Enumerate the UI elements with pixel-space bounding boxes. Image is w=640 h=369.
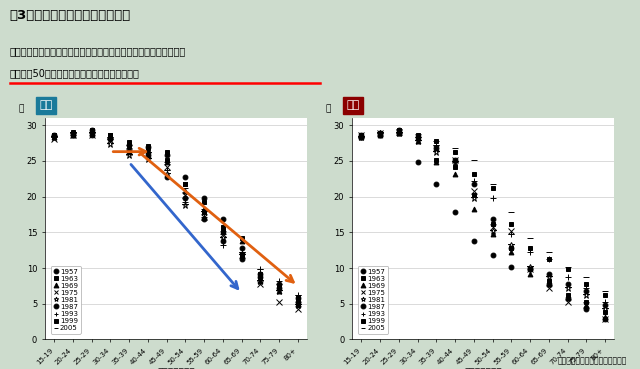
Text: 図3　年齢階級別現在歯数の推移: 図3 年齢階級別現在歯数の推移	[10, 9, 131, 22]
Text: 調査年ごとの年齢階級別現在歯数から推計した歯の喪失パターン: 調査年ごとの年齢階級別現在歯数から推計した歯の喪失パターン	[10, 46, 186, 56]
Text: は，この50年間，統計学的に変化していない．: は，この50年間，統計学的に変化していない．	[10, 68, 140, 78]
Text: 女性: 女性	[347, 100, 360, 110]
Text: 歯: 歯	[19, 105, 24, 114]
Text: 男性: 男性	[40, 100, 53, 110]
Legend: 1957, 1963, 1969, 1975, 1981, 1987, 1993, 1999, 2005: 1957, 1963, 1969, 1975, 1981, 1987, 1993…	[51, 266, 81, 334]
Legend: 1957, 1963, 1969, 1975, 1981, 1987, 1993, 1999, 2005: 1957, 1963, 1969, 1975, 1981, 1987, 1993…	[358, 266, 388, 334]
Text: 歯: 歯	[326, 105, 331, 114]
Text: （厄生労働省歯科疾患実態調査）: （厄生労働省歯科疾患実態調査）	[558, 356, 627, 365]
